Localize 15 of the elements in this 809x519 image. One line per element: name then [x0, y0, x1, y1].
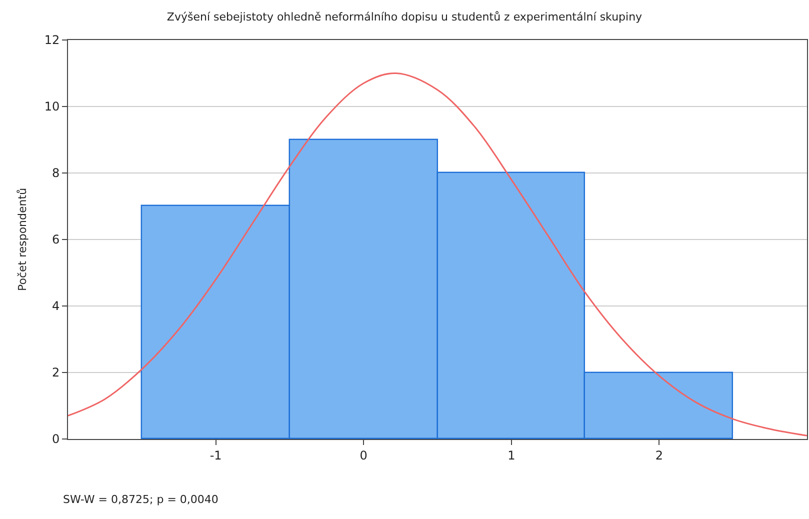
y-tick-label: 4	[52, 299, 60, 314]
y-tick-label: 12	[44, 33, 60, 48]
x-tick-label: -1	[210, 448, 222, 462]
x-tick-label: 2	[655, 448, 664, 462]
chart-title: Zvýšení sebejistoty ohledně neformálního dopisu u studentů z experimentální skupiny	[166, 10, 643, 24]
y-tick-label: 0	[52, 432, 60, 446]
y-tick-label: 2	[52, 366, 60, 380]
x-tick-label: 0	[360, 448, 368, 462]
y-axis-title: Počet respondentů	[16, 188, 29, 292]
y-tick-label: 8	[52, 166, 60, 180]
text: SW-W = 0,8725; p = 0,0040	[63, 493, 218, 506]
x-tick-label: 1	[508, 448, 516, 462]
line-series	[68, 72, 807, 436]
y-tick-label: 10	[44, 100, 60, 114]
y-tick-label: 6	[52, 232, 60, 247]
